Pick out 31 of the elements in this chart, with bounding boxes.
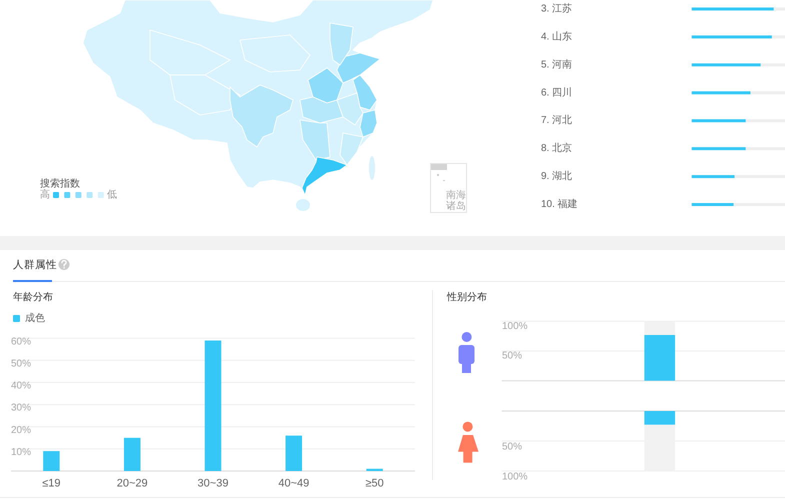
category-label: 9. 湖北	[541, 171, 572, 182]
tick-label: 100%	[502, 320, 528, 332]
tick-label: 50%	[502, 350, 522, 362]
legend-title: 搜索指数	[40, 178, 80, 190]
tick-label: 100%	[502, 472, 528, 482]
tick-label: 20%	[11, 424, 32, 436]
tick-label: 30%	[11, 402, 32, 414]
category-label: 3. 江苏	[541, 4, 572, 14]
category-label: 5. 河南	[541, 59, 572, 70]
category-label: ≥50	[365, 478, 384, 490]
legend-label: 高	[40, 190, 50, 200]
tick-label: 40%	[11, 380, 32, 392]
category-label: 7. 河北	[541, 115, 572, 126]
legend-label: 低	[106, 190, 117, 200]
category-label: 30~39	[198, 478, 228, 490]
title: 人群属性	[13, 259, 57, 271]
tick-label: 60%	[11, 336, 32, 348]
category-label: ≤19	[42, 478, 61, 490]
category-label: 4. 山东	[541, 31, 572, 42]
annotation: 南海诸岛	[446, 190, 466, 212]
category-label: 40~49	[278, 478, 310, 490]
title: 性别分布	[447, 292, 487, 303]
subtitle: 年龄分布	[13, 292, 53, 303]
category-label: 8. 北京	[541, 143, 572, 154]
category-label: 20~29	[116, 478, 148, 490]
category-label: 6. 四川	[541, 87, 572, 98]
category-label: 10. 福建	[541, 199, 578, 210]
legend-label: 成色	[25, 313, 45, 324]
tick-label: 50%	[11, 358, 32, 370]
tick-label: 10%	[11, 446, 32, 458]
tick-label: 50%	[502, 442, 522, 452]
